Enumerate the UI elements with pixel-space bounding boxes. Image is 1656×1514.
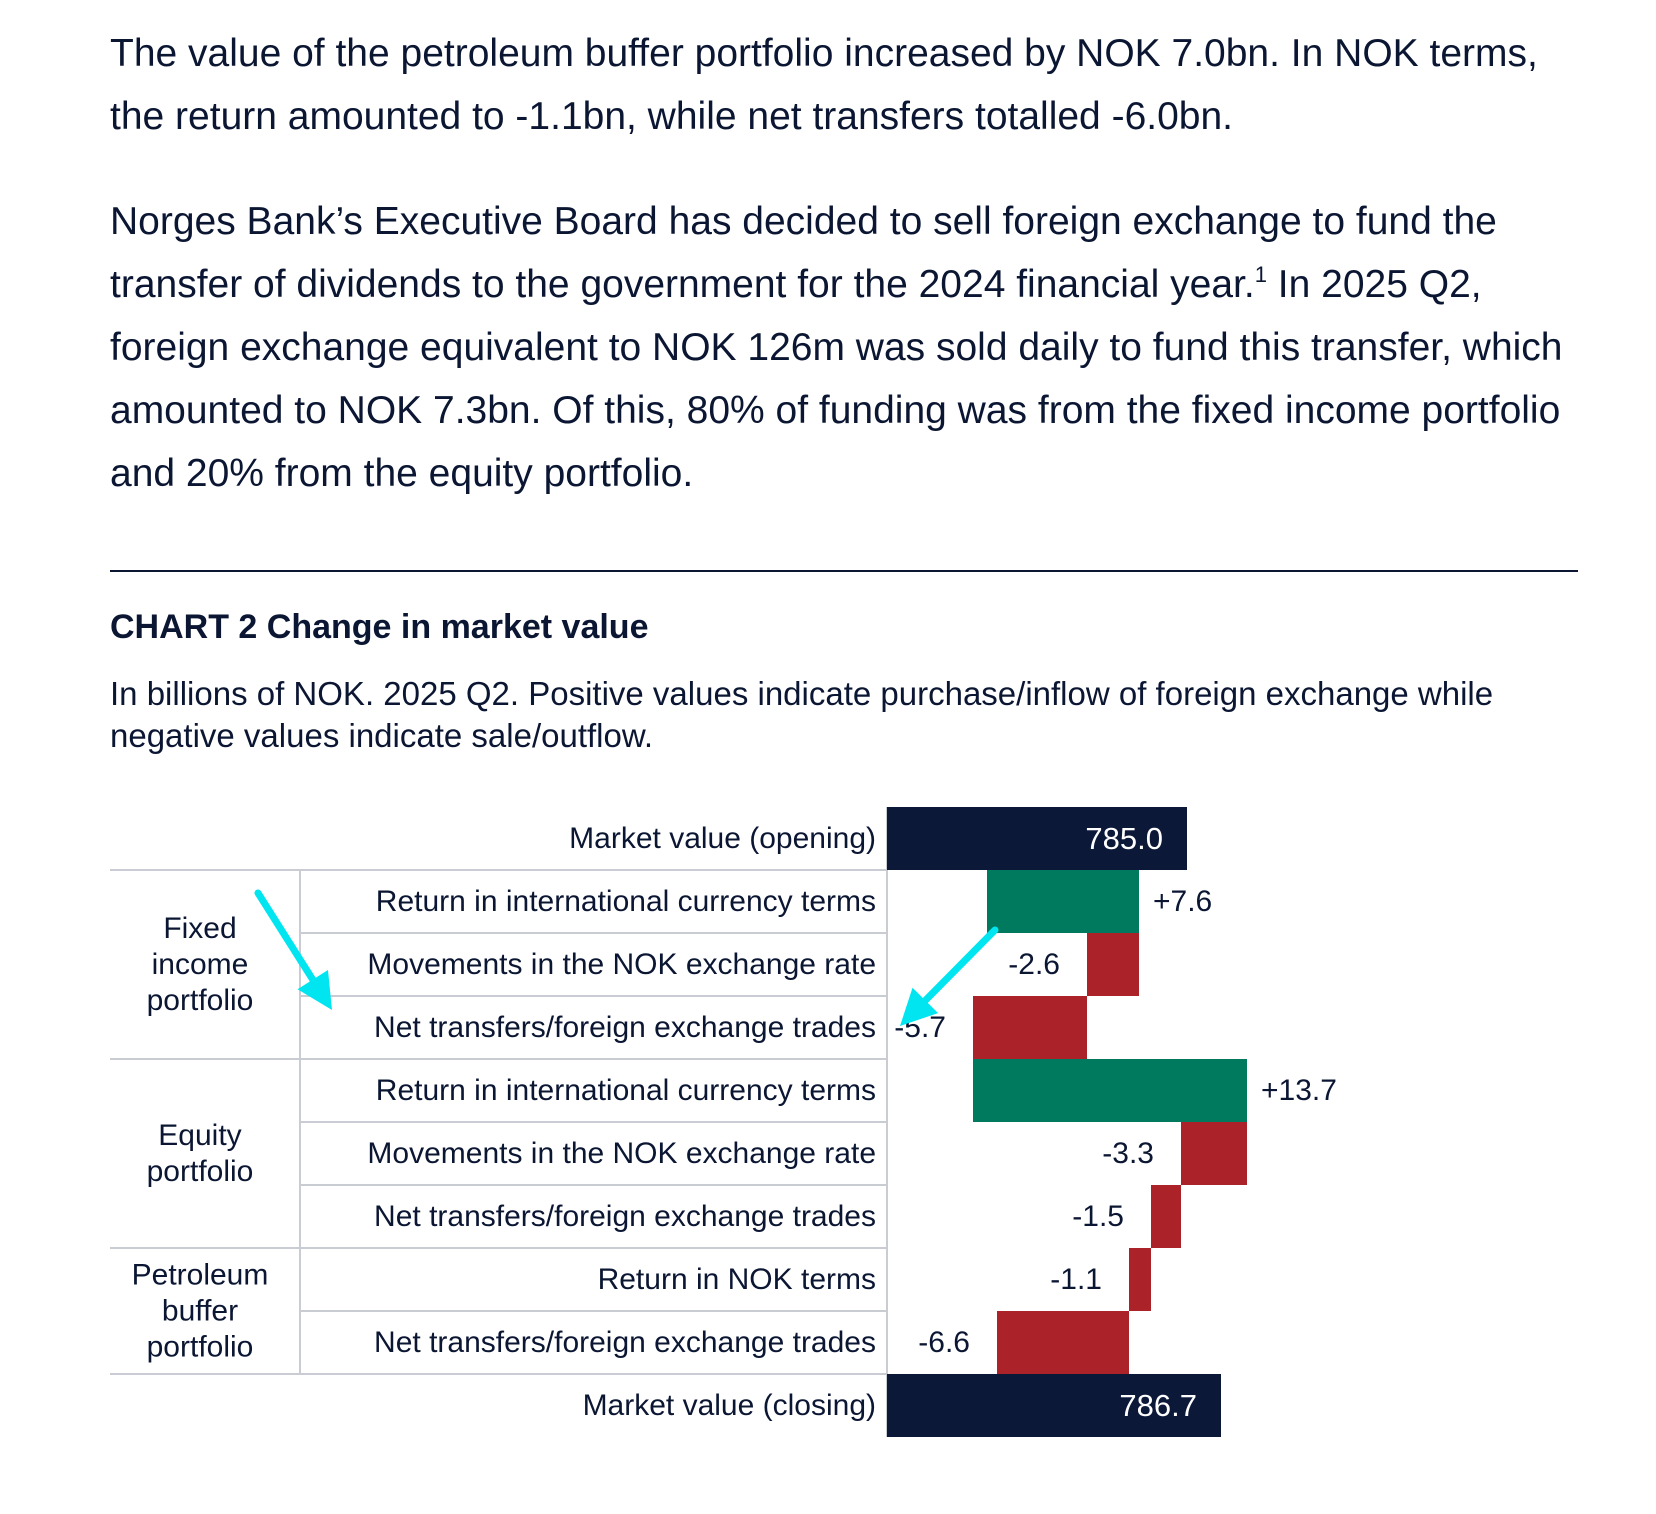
annotation-arrow-right	[900, 926, 999, 1026]
group-label-line: Fixed	[163, 912, 236, 945]
row-label: Net transfers/foreign exchange trades	[374, 1200, 876, 1233]
bar-negative	[1181, 1122, 1247, 1185]
value-label-closing: 786.7	[1119, 1388, 1197, 1423]
chart-title: CHART 2 Change in market value	[110, 608, 649, 646]
bar-opening	[887, 807, 1187, 870]
paragraph-executive-board-decision: Norges Bank’s Executive Board has decide…	[110, 190, 1590, 505]
group-label-line: portfolio	[147, 984, 254, 1017]
annotation-arrows	[254, 889, 999, 1026]
annotation-arrow-right-head	[900, 987, 939, 1026]
bar-negative	[997, 1311, 1129, 1374]
paragraph2-rest-text: In 2025 Q2, foreign exchange equivalent …	[110, 263, 1563, 495]
footnote-marker[interactable]: 1	[1254, 262, 1267, 287]
group-label-line: Equity	[158, 1119, 241, 1152]
bar-positive	[987, 870, 1139, 933]
bar-negative	[1151, 1185, 1181, 1248]
row-label: Return in international currency terms	[376, 885, 876, 918]
annotation-arrow-left-shaft	[254, 889, 317, 984]
value-label: +13.7	[1261, 1074, 1337, 1107]
value-label: +7.6	[1153, 885, 1212, 918]
bar-negative	[973, 996, 1087, 1059]
group-label-line: portfolio	[147, 1331, 254, 1364]
bar-negative	[1087, 933, 1139, 996]
value-label: -1.5	[1072, 1200, 1124, 1233]
chart-labels: Market value (opening) 785.0 Return in int…	[132, 821, 1337, 1423]
row-label: Movements in the NOK exchange rate	[367, 948, 876, 981]
row-label: Net transfers/foreign exchange trades	[374, 1326, 876, 1359]
bar-negative	[1129, 1248, 1151, 1311]
row-label-closing: Market value (closing)	[583, 1389, 876, 1422]
row-label: Return in NOK terms	[598, 1263, 876, 1296]
paragraph2-main-text: Norges Bank’s Executive Board has decide…	[110, 200, 1497, 306]
value-label: -1.1	[1050, 1263, 1102, 1296]
value-label: -2.6	[1008, 948, 1060, 981]
annotation-arrow-right-shaft	[921, 926, 999, 1004]
value-label: -6.6	[918, 1326, 970, 1359]
section-divider	[110, 570, 1578, 572]
row-label: Net transfers/foreign exchange trades	[374, 1011, 876, 1044]
annotation-arrow-left	[254, 889, 332, 1010]
bar-positive	[973, 1059, 1247, 1122]
annotation-arrow-left-head	[297, 969, 332, 1010]
group-label-line: Petroleum	[132, 1259, 269, 1292]
row-label: Movements in the NOK exchange rate	[367, 1137, 876, 1170]
paragraph-petroleum-buffer-value: The value of the petroleum buffer portfo…	[110, 32, 1538, 138]
chart-bars	[887, 807, 1247, 1437]
group-label-line: income	[152, 948, 249, 981]
row-label-opening: Market value (opening)	[569, 822, 876, 855]
group-label-line: portfolio	[147, 1155, 254, 1188]
row-label: Return in international currency terms	[376, 1074, 876, 1107]
chart-subtitle: In billions of NOK. 2025 Q2. Positive va…	[110, 675, 1494, 754]
value-label: -3.3	[1102, 1137, 1154, 1170]
bar-closing	[887, 1374, 1221, 1437]
group-label-line: buffer	[162, 1295, 238, 1328]
value-label-opening: 785.0	[1085, 821, 1163, 856]
chart-grid	[110, 807, 888, 1437]
